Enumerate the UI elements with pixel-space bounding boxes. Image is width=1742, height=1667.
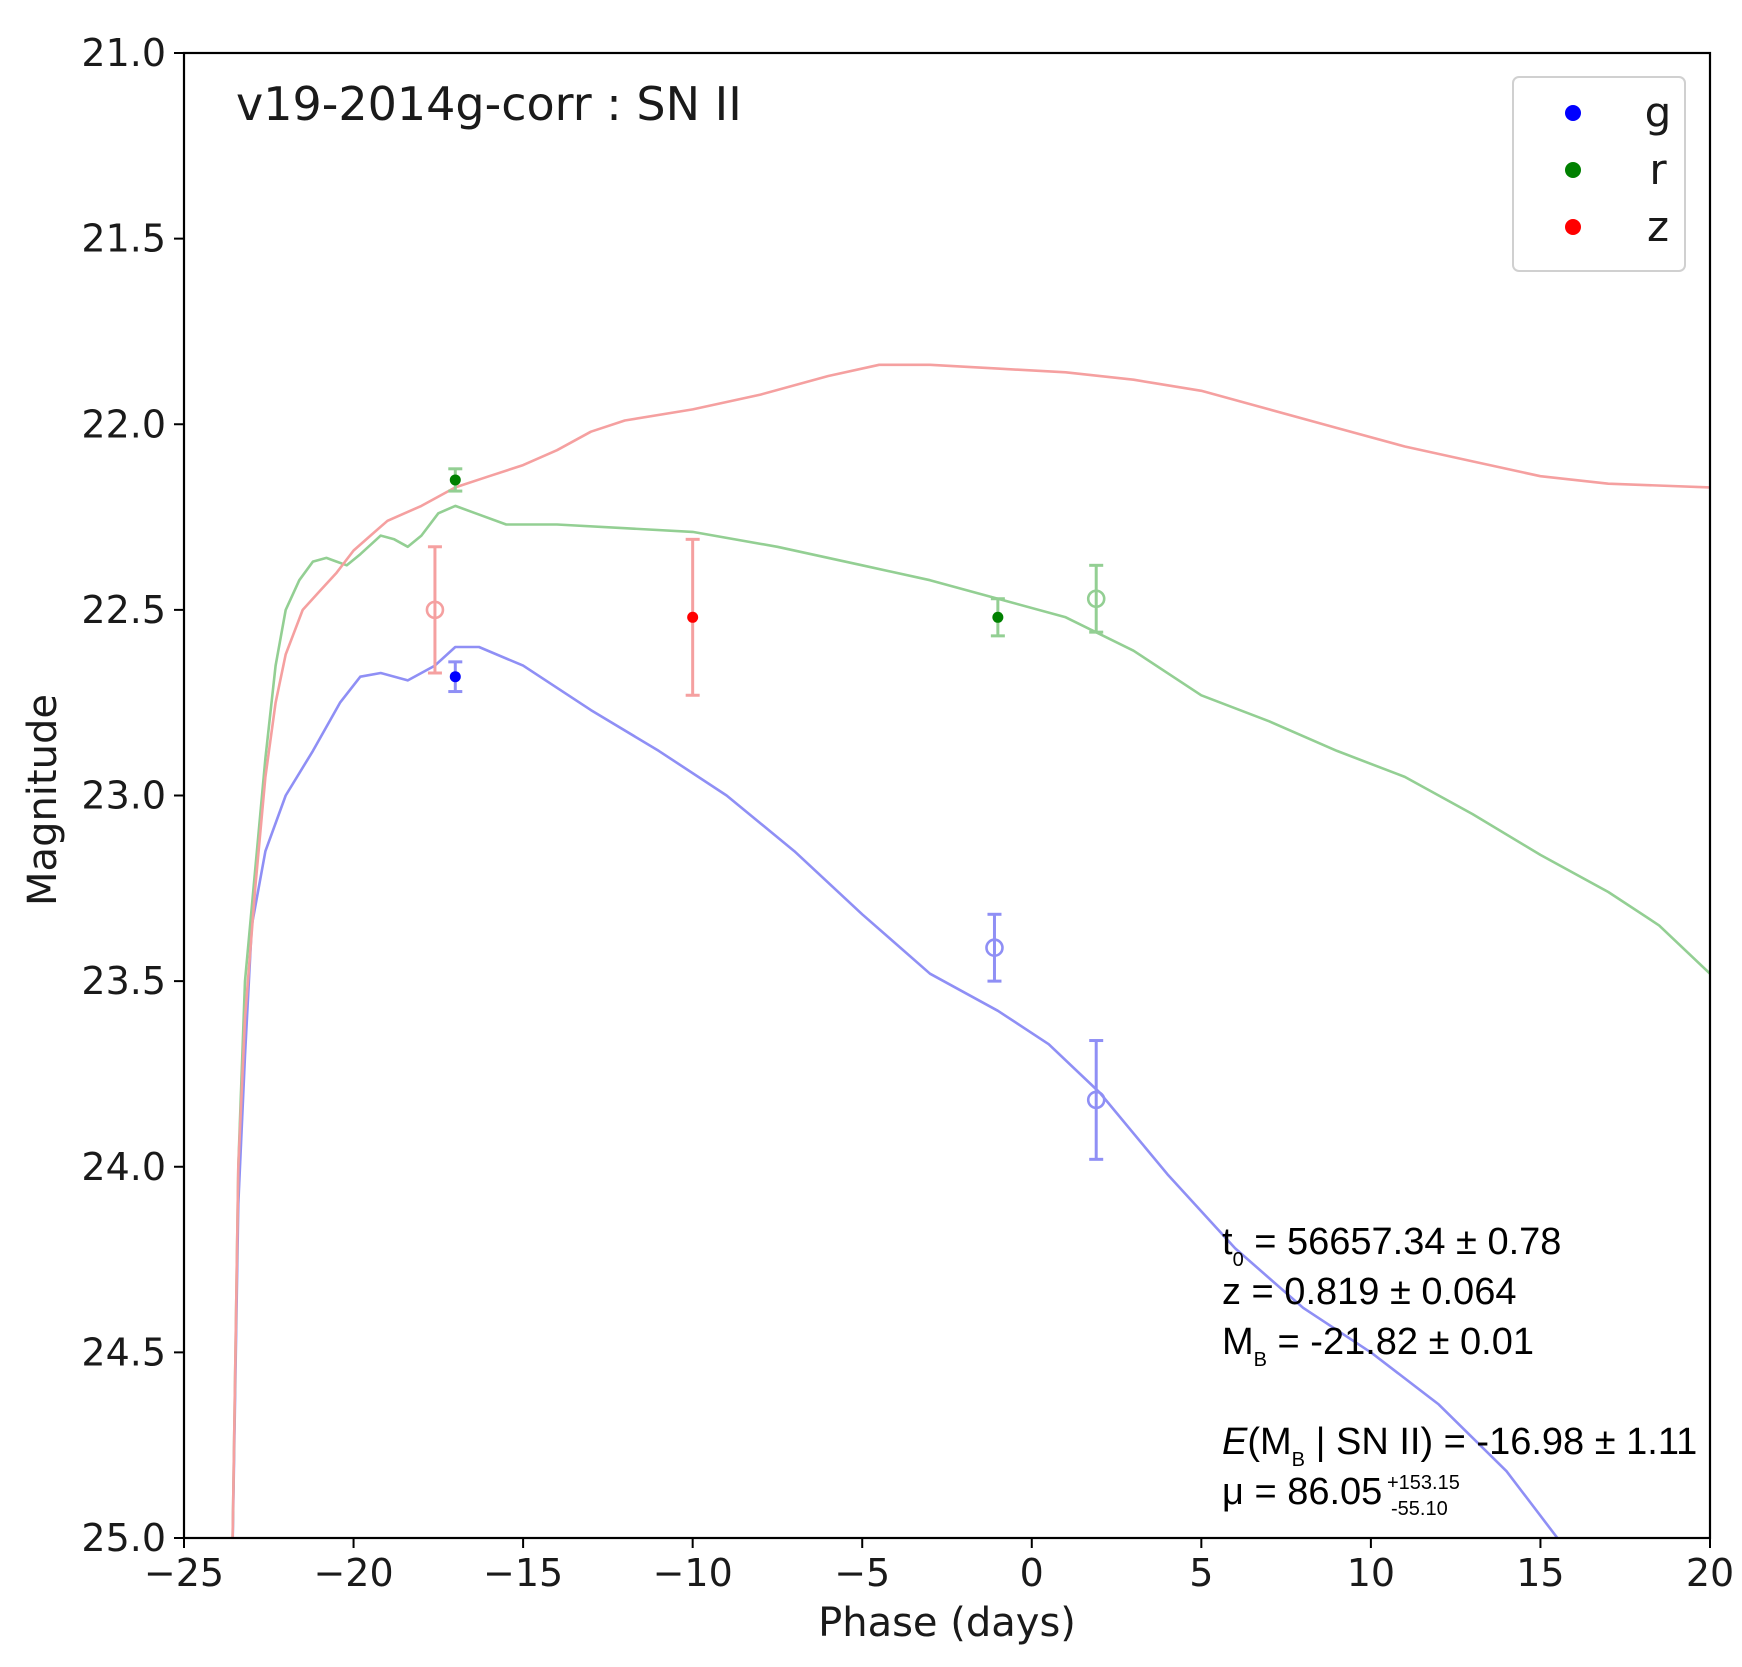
legend-label-r: r xyxy=(1649,145,1667,194)
legend-label-g: g xyxy=(1645,88,1672,137)
annotation-expectation-e: E xyxy=(1222,1421,1248,1463)
x-tick-label: 0 xyxy=(1020,1551,1044,1595)
annotation-mb-symbol: M xyxy=(1222,1321,1254,1363)
annotation-mu: μ = 86.05 xyxy=(1222,1471,1382,1513)
chart-title: v19-2014g-corr : SN II xyxy=(236,77,742,131)
data-point-g-0 xyxy=(448,660,463,694)
x-tick-label: 20 xyxy=(1686,1551,1734,1595)
data-point-r-1 xyxy=(990,597,1005,638)
legend: grz xyxy=(1512,76,1686,272)
y-tick-label: 25.0 xyxy=(81,1516,166,1560)
marker-g-2 xyxy=(1086,1090,1106,1110)
annotation-expectation-open: (M xyxy=(1247,1421,1291,1463)
x-axis-label: Phase (days) xyxy=(818,1600,1076,1646)
x-axis-ticks: −25 −20 −15 −10 −5 0 5 10 15 20 xyxy=(144,1538,1734,1595)
y-tick-label: 21.0 xyxy=(81,31,166,75)
data-point-z-0 xyxy=(425,545,445,675)
x-tick-label: −5 xyxy=(834,1551,890,1595)
marker-g-1 xyxy=(985,938,1004,958)
x-tick-label: −20 xyxy=(313,1551,393,1595)
annotation-t0: t0 = 56657.34 ± 0.78 xyxy=(1222,1221,1561,1271)
x-tick-label: 15 xyxy=(1516,1551,1564,1595)
annotation-mu-lower: -55.10 xyxy=(1391,1498,1448,1520)
x-tick-label: −15 xyxy=(483,1551,563,1595)
model-curves xyxy=(231,363,1710,1538)
data-point-z-1 xyxy=(685,537,700,697)
y-tick-label: 24.5 xyxy=(81,1330,166,1374)
annotation-t0-symbol: t xyxy=(1222,1221,1233,1263)
y-axis-label: Magnitude xyxy=(20,694,66,906)
y-tick-label: 23.0 xyxy=(81,774,166,818)
y-tick-label: 22.5 xyxy=(81,588,166,632)
annotation-mu-upper: +153.15 xyxy=(1387,1472,1460,1494)
y-tick-label: 22.0 xyxy=(81,402,166,446)
legend-box xyxy=(1512,76,1686,272)
annotation-expectation-subscript: B xyxy=(1292,1449,1305,1471)
marker-g-0 xyxy=(449,671,461,683)
data-point-r-2 xyxy=(1086,563,1106,634)
model-curve-r xyxy=(231,504,1710,1538)
x-tick-label: −10 xyxy=(653,1551,733,1595)
y-tick-label: 24.0 xyxy=(81,1145,166,1189)
model-curve-g xyxy=(231,645,1559,1538)
annotation-t0-value: = 56657.34 ± 0.78 xyxy=(1244,1221,1562,1263)
annotation-redshift: z = 0.819 ± 0.064 xyxy=(1222,1271,1516,1313)
data-point-g-1 xyxy=(985,912,1004,983)
legend-marker-r xyxy=(1565,162,1581,178)
model-curve-z xyxy=(231,363,1710,1538)
legend-marker-z xyxy=(1565,219,1581,235)
x-tick-label: −25 xyxy=(144,1551,224,1595)
legend-marker-g xyxy=(1565,105,1581,121)
annotation-expectation: E(MB | SN II) = -16.98 ± 1.11 xyxy=(1222,1421,1697,1471)
annotation-t0-subscript: 0 xyxy=(1233,1249,1244,1271)
data-point-r-0 xyxy=(448,467,463,493)
data-point-g-2 xyxy=(1086,1039,1106,1161)
annotation-mb-value: = -21.82 ± 0.01 xyxy=(1267,1321,1534,1363)
data-points xyxy=(425,467,1106,1161)
marker-z-1 xyxy=(687,611,699,623)
marker-z-0 xyxy=(425,600,445,620)
y-axis-ticks: 21.0 21.5 22.0 22.5 23.0 23.5 24.0 24.5 25.0 xyxy=(81,31,184,1560)
x-tick-label: 5 xyxy=(1189,1551,1213,1595)
annotation-expectation-value: | SN II) = -16.98 ± 1.11 xyxy=(1305,1421,1697,1463)
marker-r-1 xyxy=(992,611,1004,623)
legend-entries: grz xyxy=(1565,88,1671,251)
y-tick-label: 21.5 xyxy=(81,217,166,261)
fit-annotations: t0 = 56657.34 ± 0.78 z = 0.819 ± 0.064 M… xyxy=(1222,1221,1697,1520)
annotation-mb: MB = -21.82 ± 0.01 xyxy=(1222,1321,1534,1371)
legend-label-z: z xyxy=(1647,202,1669,251)
x-tick-label: 10 xyxy=(1347,1551,1395,1595)
marker-r-0 xyxy=(449,474,461,486)
y-tick-label: 23.5 xyxy=(81,959,166,1003)
annotation-mb-subscript: B xyxy=(1254,1349,1267,1371)
marker-r-2 xyxy=(1086,589,1106,609)
